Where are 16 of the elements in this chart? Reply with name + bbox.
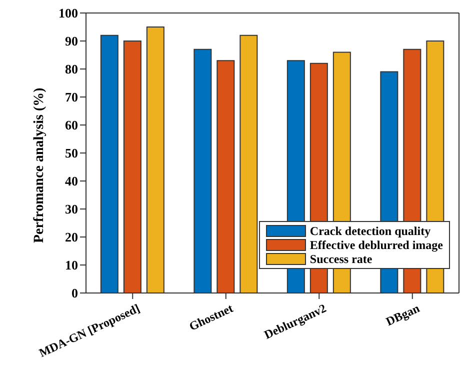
legend-label: Success rate <box>310 252 372 266</box>
legend-label: Crack detection quality <box>310 224 431 238</box>
y-tick-label: 100 <box>58 6 78 21</box>
y-tick-label: 30 <box>65 202 78 217</box>
y-tick-label: 10 <box>65 258 78 273</box>
y-tick-label: 40 <box>65 174 78 189</box>
y-axis-title: Perfromance analysis (%) <box>32 87 47 243</box>
y-tick-label: 80 <box>65 62 78 77</box>
x-tick-label: DBgan <box>384 300 422 329</box>
y-tick-label: 90 <box>65 34 78 49</box>
legend-label: Effective deblurred image <box>310 238 443 252</box>
y-tick-label: 60 <box>65 118 78 133</box>
y-tick-label: 0 <box>72 286 78 301</box>
y-tick-label: 70 <box>65 90 78 105</box>
y-tick-label: 20 <box>65 230 78 245</box>
y-tick-label: 50 <box>65 146 78 161</box>
